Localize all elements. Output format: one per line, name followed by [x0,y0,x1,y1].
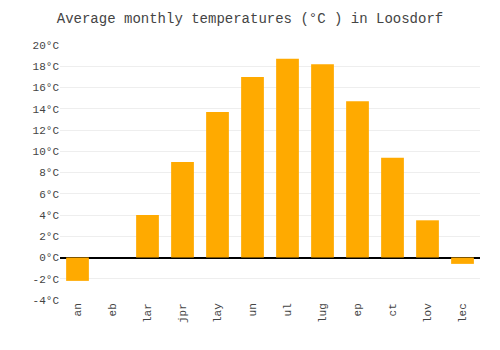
svg-text:Average monthly temperatures (: Average monthly temperatures (°C ) in Lo… [57,11,443,27]
svg-text:an: an [72,303,84,316]
svg-text:2°C: 2°C [39,231,59,243]
svg-text:8°C: 8°C [39,167,59,179]
svg-text:6°C: 6°C [39,189,59,201]
svg-text:lug: lug [317,303,329,323]
svg-text:jpr: jpr [177,303,189,323]
svg-text:20°C: 20°C [33,40,60,52]
svg-text:ct: ct [387,303,399,316]
svg-text:0°C: 0°C [39,252,59,264]
svg-text:ep: ep [352,303,364,316]
svg-text:4°C: 4°C [39,210,59,222]
svg-text:-4°C: -4°C [33,295,60,307]
svg-text:lar: lar [142,303,154,323]
svg-text:lay: lay [212,303,224,323]
svg-text:18°C: 18°C [33,61,60,73]
svg-text:eb: eb [107,303,119,316]
svg-text:un: un [247,303,259,316]
svg-text:ul: ul [282,303,294,316]
svg-text:14°C: 14°C [33,104,60,116]
svg-text:-2°C: -2°C [33,274,60,286]
svg-text:lec: lec [457,303,469,323]
svg-text:lov: lov [422,303,434,323]
svg-text:12°C: 12°C [33,125,60,137]
svg-text:16°C: 16°C [33,82,60,94]
svg-text:10°C: 10°C [33,146,60,158]
